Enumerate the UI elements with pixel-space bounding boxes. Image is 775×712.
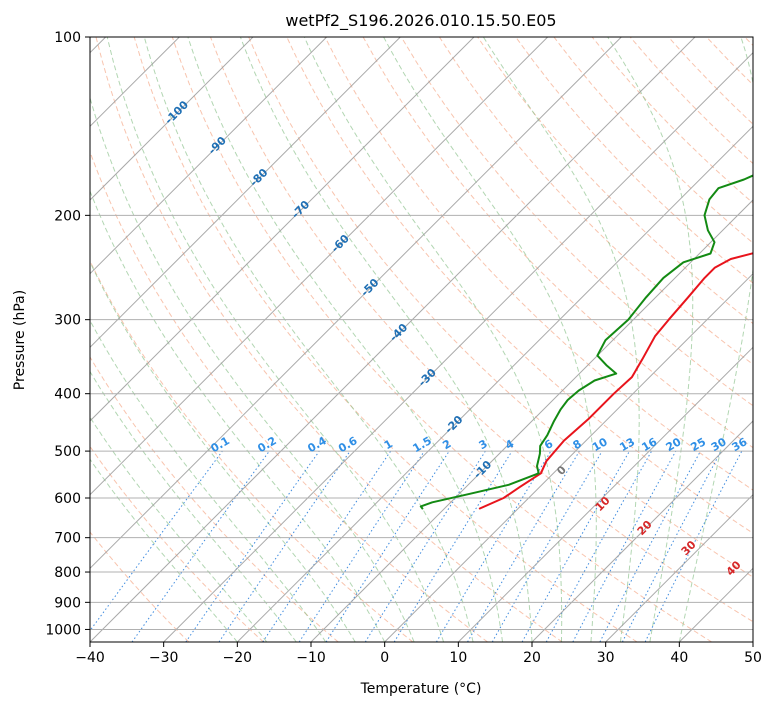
x-tick-label: 20 bbox=[523, 650, 541, 666]
y-tick-label: 700 bbox=[54, 531, 81, 547]
x-tick-label: 30 bbox=[597, 650, 615, 666]
chart-title: wetPf2_S196.2026.010.15.50.E05 bbox=[285, 11, 556, 31]
x-tick-label: −20 bbox=[223, 650, 253, 666]
y-tick-label: 800 bbox=[54, 565, 81, 581]
y-tick-label: 500 bbox=[54, 444, 81, 460]
y-tick-label: 1000 bbox=[45, 622, 81, 638]
x-tick-label: 10 bbox=[449, 650, 467, 666]
x-tick-label: 40 bbox=[670, 650, 688, 666]
y-tick-label: 200 bbox=[54, 208, 81, 224]
x-tick-label: 0 bbox=[380, 650, 389, 666]
y-tick-label: 300 bbox=[54, 313, 81, 329]
x-axis-label: Temperature (°C) bbox=[360, 681, 482, 697]
y-axis-label: Pressure (hPa) bbox=[12, 290, 28, 390]
x-tick-label: −40 bbox=[75, 650, 105, 666]
y-tick-label: 600 bbox=[54, 491, 81, 507]
x-tick-label: −10 bbox=[296, 650, 326, 666]
y-tick-label: 400 bbox=[54, 387, 81, 403]
x-tick-label: −30 bbox=[149, 650, 179, 666]
y-tick-label: 100 bbox=[54, 30, 81, 46]
x-tick-label: 50 bbox=[744, 650, 762, 666]
y-tick-label: 900 bbox=[54, 595, 81, 611]
